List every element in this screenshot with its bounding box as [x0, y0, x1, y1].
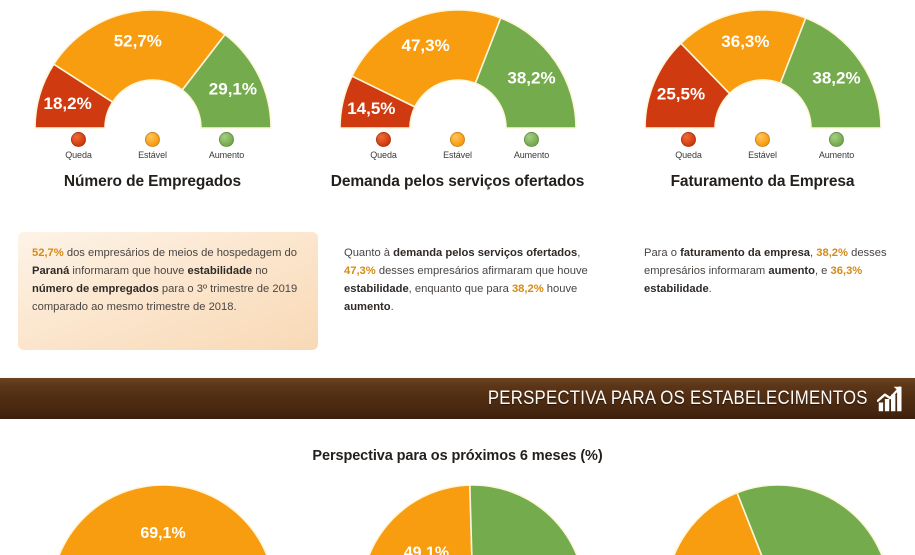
red-dot-icon: [681, 132, 696, 147]
lower-section: Perspectiva para os próximos 6 meses (%)…: [0, 419, 915, 555]
gauge-chart-demanda-pelos-servicos-ofertados: 14,5% 47,3% 38,2%: [305, 4, 610, 132]
legend-label-aumento: Aumento: [513, 150, 550, 160]
pie-value-estavel-2: 49,1%: [403, 545, 448, 555]
legend-item-queda: Queda: [356, 132, 412, 160]
gauge-value-estavel: 52,7%: [113, 31, 161, 50]
green-dot-icon: [524, 132, 539, 147]
gauge-segment-aumento: [473, 16, 577, 129]
legend-item-queda: Queda: [51, 132, 107, 160]
legend-label-aumento: Aumento: [208, 150, 245, 160]
pie-block-3: 38,1%: [625, 485, 915, 555]
section-banner-perspectiva: PERSPECTIVA PARA OS ESTABELECIMENTOS: [0, 378, 915, 419]
legend-item-queda: Queda: [661, 132, 717, 160]
gauge-chart-faturamento-da-empresa: 25,5% 36,3% 38,2%: [610, 4, 915, 132]
gauge-block-numero-de-empregados: 18,2% 52,7% 29,1% Queda Estável Aumento: [0, 0, 305, 232]
pie-block-1: 69,1%: [10, 485, 315, 555]
gauge-value-aumento: 29,1%: [208, 80, 256, 99]
orange-dot-icon: [450, 132, 465, 147]
gauge-value-aumento: 38,2%: [812, 69, 860, 88]
gauge-block-faturamento-da-empresa: 25,5% 36,3% 38,2% Queda Estável Aumento: [610, 0, 915, 232]
pie-value-estavel-3: 38,1%: [701, 553, 746, 555]
gauge-svg: 18,2% 52,7% 29,1%: [33, 9, 272, 129]
legend-label-aumento: Aumento: [818, 150, 855, 160]
pie-svg-1: 69,1%: [57, 485, 268, 555]
textbox-demanda-servicos: Quanto à demanda pelos serviços ofertado…: [330, 232, 620, 350]
pie-segment-0: [672, 491, 762, 555]
gauge-title-faturamento-da-empresa: Faturamento da Empresa: [670, 173, 855, 190]
red-dot-icon: [71, 132, 86, 147]
gauge-title-numero-de-empregados: Número de Empregados: [63, 173, 242, 190]
legend-label-estavel: Estável: [138, 150, 167, 160]
pie-svg-3: 38,1%: [672, 485, 883, 555]
gauge-segment-estavel: [350, 9, 502, 108]
legend-label-queda: Queda: [370, 150, 397, 160]
gauge-segment-estavel: [52, 9, 226, 104]
legend-item-aumento: Aumento: [199, 132, 255, 160]
gauge-svg: 25,5% 36,3% 38,2%: [643, 9, 882, 129]
legend-label-estavel: Estável: [748, 150, 777, 160]
gauge-block-demanda-pelos-servicos-ofertados: 14,5% 47,3% 38,2% Queda Estável Aumento: [305, 0, 610, 232]
gauge-value-queda: 14,5%: [347, 99, 395, 118]
textbox-row: 52,7% dos empresários de meios de hosped…: [0, 232, 915, 360]
green-dot-icon: [829, 132, 844, 147]
gauge-value-estavel: 36,3%: [721, 32, 769, 51]
red-dot-icon: [376, 132, 391, 147]
legend-item-estavel: Estável: [430, 132, 486, 160]
green-dot-icon: [219, 132, 234, 147]
gauge-legend: Queda Estável Aumento: [610, 132, 915, 160]
lower-section-title: Perspectiva para os próximos 6 meses (%): [312, 448, 603, 464]
gauge-value-estavel: 47,3%: [401, 36, 449, 55]
textbox-numero-empregados: 52,7% dos empresários de meios de hosped…: [18, 232, 318, 350]
gauge-value-aumento: 38,2%: [507, 69, 555, 88]
pie-svg-2: 49,1%: [367, 485, 578, 555]
gauge-legend: Queda Estável Aumento: [0, 132, 305, 160]
bar-chart-rising-arrow-icon: [877, 385, 902, 411]
gauge-title-demanda-pelos-servicos-ofertados: Demanda pelos serviços ofertados: [330, 173, 585, 190]
banner-title: PERSPECTIVA PARA OS ESTABELECIMENTOS: [488, 387, 868, 409]
gauge-value-queda: 25,5%: [656, 84, 704, 103]
banner-inner: PERSPECTIVA PARA OS ESTABELECIMENTOS: [426, 378, 905, 419]
legend-item-aumento: Aumento: [504, 132, 560, 160]
orange-dot-icon: [145, 132, 160, 147]
pie-segment-1: [468, 485, 578, 555]
gauge-segment-aumento: [180, 33, 272, 129]
gauge-svg: 14,5% 47,3% 38,2%: [338, 9, 577, 129]
legend-item-estavel: Estável: [125, 132, 181, 160]
legend-label-queda: Queda: [65, 150, 92, 160]
legend-label-queda: Queda: [675, 150, 702, 160]
legend-label-estavel: Estável: [443, 150, 472, 160]
pie-value-estavel-1: 69,1%: [140, 525, 185, 542]
gauge-legend: Queda Estável Aumento: [305, 132, 610, 160]
gauge-row: 18,2% 52,7% 29,1% Queda Estável Aumento: [0, 0, 915, 232]
orange-dot-icon: [755, 132, 770, 147]
pie-segment-0: [367, 485, 473, 555]
pie-segment-0: [57, 485, 268, 555]
legend-item-estavel: Estável: [735, 132, 791, 160]
pie-block-2: 49,1%: [320, 485, 625, 555]
pie-segment-1: [735, 485, 883, 555]
legend-item-aumento: Aumento: [809, 132, 865, 160]
textbox-faturamento: Para o faturamento da empresa, 38,2% des…: [630, 232, 915, 350]
gauge-value-queda: 18,2%: [43, 94, 91, 113]
gauge-segment-estavel: [679, 9, 807, 95]
gauge-chart-numero-de-empregados: 18,2% 52,7% 29,1%: [0, 4, 305, 132]
gauge-segment-aumento: [778, 16, 882, 129]
